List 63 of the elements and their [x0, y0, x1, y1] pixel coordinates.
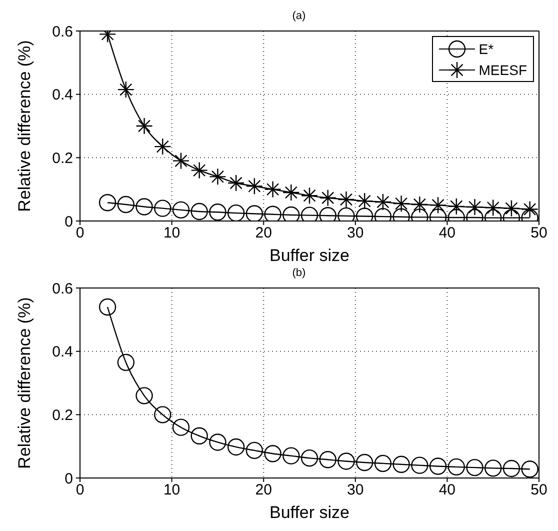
- point: [209, 434, 226, 451]
- point: [521, 460, 538, 478]
- y-tick-label: 0.2: [52, 406, 73, 424]
- point: [466, 458, 484, 476]
- chart-title: (a): [291, 9, 307, 24]
- y-tick-label: 0: [64, 213, 73, 230]
- y-tick-label: 0.6: [52, 23, 73, 40]
- legend-label: E*: [478, 40, 494, 56]
- point: [429, 458, 447, 475]
- y-axis-title: Relative difference (%): [15, 297, 34, 469]
- legend-label: MEESF: [478, 62, 527, 78]
- x-tick-label: 30: [347, 482, 364, 499]
- point: [154, 200, 172, 217]
- x-tick-label: 50: [530, 482, 548, 499]
- point: [227, 438, 245, 456]
- point: [117, 354, 134, 372]
- point: [246, 205, 264, 221]
- point: [172, 201, 190, 219]
- point: [136, 387, 153, 404]
- point: [209, 204, 226, 221]
- y-tick-label: 0.6: [52, 280, 73, 298]
- point: [136, 198, 153, 216]
- point: [264, 206, 282, 221]
- point: [117, 196, 134, 214]
- point: [190, 427, 208, 444]
- point: [356, 454, 374, 472]
- y-tick-label: 0.2: [52, 150, 73, 167]
- point: [264, 445, 282, 462]
- x-tick-label: 10: [163, 224, 180, 242]
- point: [448, 458, 465, 476]
- point: [154, 406, 172, 424]
- x-axis-title: Buffer size: [269, 246, 350, 265]
- point: [300, 449, 318, 467]
- point: [392, 456, 410, 473]
- x-tick-label: 40: [438, 224, 456, 242]
- point: [411, 456, 428, 474]
- point: [374, 454, 392, 472]
- x-tick-label: 0: [76, 224, 84, 242]
- x-tick-label: 40: [438, 482, 456, 499]
- x-tick-label: 20: [255, 224, 272, 242]
- y-tick-label: 0: [64, 470, 73, 488]
- x-tick-label: 20: [255, 482, 272, 499]
- point: [319, 451, 336, 468]
- y-tick-label: 0.4: [52, 344, 73, 361]
- x-tick-label: 10: [163, 482, 180, 499]
- point: [227, 204, 245, 221]
- point: [190, 202, 208, 220]
- x-tick-label: 50: [530, 224, 548, 242]
- point: [338, 452, 355, 470]
- point: [246, 442, 264, 460]
- point: [282, 447, 300, 464]
- x-tick-label: 0: [76, 482, 84, 499]
- point: [484, 460, 502, 477]
- y-axis-title: Relative difference (%): [15, 40, 34, 212]
- point: [98, 194, 116, 212]
- chart-title: (b): [291, 266, 307, 281]
- x-axis-title: Buffer size: [269, 503, 350, 522]
- point: [172, 418, 190, 436]
- point: [98, 298, 116, 316]
- point: [282, 206, 300, 221]
- x-tick-label: 30: [347, 224, 364, 242]
- y-tick-label: 0.4: [52, 86, 73, 104]
- point: [502, 460, 520, 478]
